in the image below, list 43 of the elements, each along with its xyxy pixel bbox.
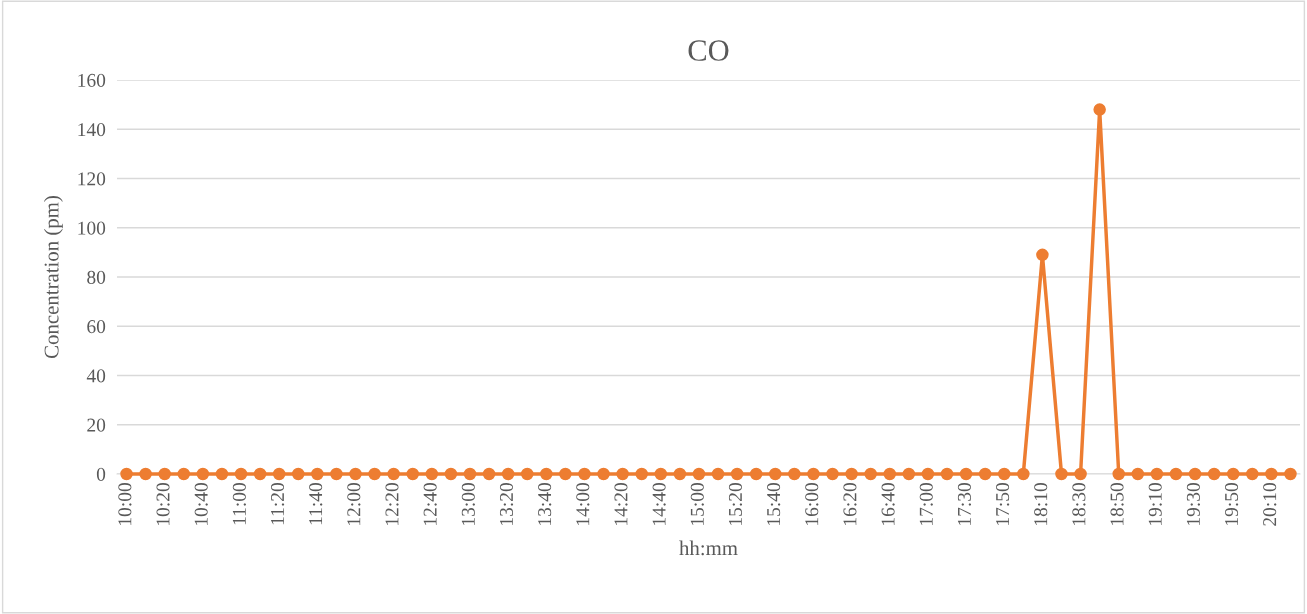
x-tick-label: 15:00	[690, 483, 704, 525]
x-tick-label: 14:40	[652, 483, 666, 525]
x-tick-label: 12:40	[423, 483, 437, 525]
y-tick-label: 20	[87, 418, 106, 432]
x-tick-label: 18:10	[1034, 483, 1048, 525]
y-tick-label: 160	[78, 73, 106, 87]
x-tick-label: 16:00	[805, 483, 819, 525]
x-tick-label: 19:50	[1224, 483, 1239, 525]
x-tick-label: 20:10	[1263, 483, 1277, 526]
x-tick-label: 13:40	[538, 483, 552, 525]
y-tick-label: 80	[87, 270, 106, 284]
y-tick-label: 140	[78, 123, 106, 137]
x-tick-label: 18:30	[1072, 483, 1086, 525]
x-tick-label: 17:00	[919, 483, 933, 525]
x-axis-title: hh:mm	[679, 540, 738, 556]
x-tick-label: 14:20	[614, 483, 628, 525]
x-tick-label: 12:20	[385, 483, 399, 525]
y-tick-label: 120	[78, 172, 106, 186]
x-tick-label: 19:30	[1186, 483, 1201, 525]
x-tick-label: 17:30	[957, 483, 972, 525]
x-tick-label: 10:20	[156, 483, 170, 525]
chart-title: CO	[688, 40, 729, 61]
y-axis-title: Concentration (pm)	[43, 196, 63, 359]
y-tick-label: 60	[87, 320, 106, 334]
y-tick-label: 0	[96, 467, 106, 481]
x-tick-label: 17:50	[996, 483, 1010, 525]
y-tick-label: 40	[86, 369, 106, 383]
x-tick-label: 13:00	[461, 483, 475, 525]
x-tick-label: 15:40	[767, 483, 781, 525]
y-tick-label: 100	[78, 221, 106, 235]
x-tick-label: 14:00	[576, 483, 590, 525]
x-tick-label: 18:50	[1110, 483, 1124, 525]
x-tick-label: 16:20	[843, 483, 857, 525]
x-tick-label: 11:00	[232, 483, 246, 525]
x-tick-label: 15:20	[728, 483, 743, 525]
x-tick-label: 11:40	[309, 483, 323, 525]
x-tick-label: 12:00	[347, 483, 361, 525]
x-tick-label: 16:40	[881, 483, 895, 525]
x-tick-label: 13:20	[499, 483, 514, 525]
x-tick-label: 10:40	[194, 483, 208, 525]
x-tick-label: 19:10	[1148, 483, 1162, 525]
x-tick-label: 10:00	[118, 483, 132, 525]
x-tick-label: 11:20	[270, 483, 285, 525]
